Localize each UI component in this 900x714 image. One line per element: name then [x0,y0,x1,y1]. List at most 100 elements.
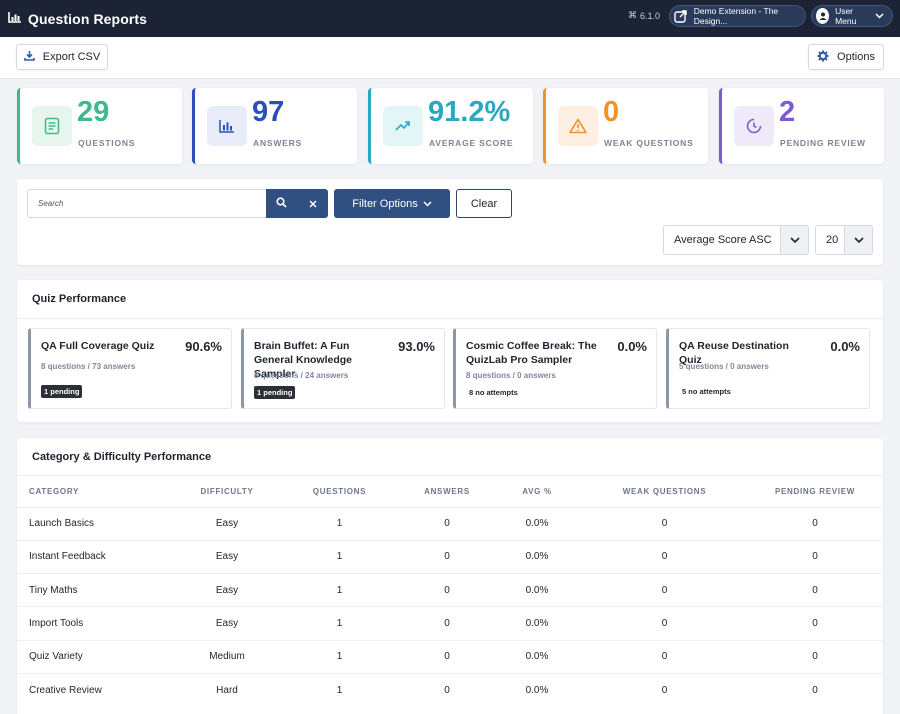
page-size-select[interactable]: 20 [815,225,873,255]
sort-select[interactable]: Average Score ASC [663,225,809,255]
table-cell: 0 [402,573,492,607]
status-badge: 1 pending [254,386,296,399]
table-cell: 0 [402,672,492,707]
status-badge: 1 pending [41,385,83,398]
warning-icon [558,106,598,146]
table-row: Tiny Maths Easy 1 0 0.0% 0 0 [17,573,883,607]
table-cell: 0 [402,639,492,674]
table-cell: Tiny Maths [17,573,177,607]
column-header[interactable]: WEAK QUESTIONS [622,486,707,496]
page-title: Question Reports [28,10,148,27]
divider [17,475,883,476]
stat-value: 29 [77,96,110,128]
category-performance-panel: Category & Difficulty Performance CATEGO… [17,438,883,714]
clear-button[interactable]: Clear [456,189,512,218]
quiz-card[interactable]: Cosmic Coffee Break: The QuizLab Pro Sam… [453,328,657,409]
stat-label: WEAK QUESTIONS [604,138,694,148]
table-cell: 0.0% [492,639,582,674]
chevron-down-icon [875,11,884,21]
export-csv-label: Export CSV [42,51,101,63]
stat-card-answers: 97 ANSWERS [192,88,357,164]
table-cell: 1 [277,672,402,707]
download-icon [23,50,35,64]
stat-value: 0 [603,96,620,128]
user-menu-button[interactable]: User Menu [811,5,893,27]
document-icon [32,106,72,146]
version-label: ⌘ 6.1.0 [628,10,660,21]
category-table: CATEGORY DIFFICULTY QUESTIONS ANSWERS AVG % W… [17,476,883,707]
column-header[interactable]: DIFFICULTY [200,486,254,496]
stat-label: PENDING REVIEW [780,138,866,148]
search-input[interactable] [27,189,267,218]
table-cell: 0 [582,672,747,707]
quiz-name: QA Reuse Destination Quiz [679,340,789,366]
quiz-meta: 8 questions / 73 answers [41,362,136,371]
table-cell: 1 [277,539,402,574]
table-cell: Easy [177,573,277,607]
page-size-value: 20 [826,234,839,246]
filter-options-label: Filter Options [352,197,418,210]
table-cell: 1 [277,639,402,674]
table-cell: Medium [177,639,277,674]
table-cell: 0 [402,539,492,574]
stat-card-average-score: 91.2% AVERAGE SCORE [368,88,533,164]
table-header-row: CATEGORY DIFFICULTY QUESTIONS ANSWERS AVG % W… [17,476,883,507]
quiz-card[interactable]: QA Full Coverage Quiz 90.6% 8 questions … [28,328,232,409]
demo-link-label: Demo Extension - The Design... [693,6,779,26]
chevron-down-icon [423,198,432,210]
quiz-meta: 8 questions / 24 answers [254,371,349,380]
column-header[interactable]: AVG % [522,486,552,496]
quiz-score: 0.0% [830,339,860,354]
quiz-score: 90.6% [185,339,222,354]
table-cell: 0.0% [492,539,582,574]
column-header[interactable]: ANSWERS [424,486,470,496]
table-cell: 0.0% [492,506,582,541]
column-header[interactable]: QUESTIONS [312,486,367,496]
quiz-card[interactable]: QA Reuse Destination Quiz 0.0% 5 questio… [666,328,870,409]
column-header[interactable]: PENDING REVIEW [774,486,856,496]
quiz-performance-title: Quiz Performance [32,293,127,305]
search-panel: Filter Options Clear Average Score ASC 2… [17,179,883,265]
external-link-icon [674,8,688,24]
table-cell: 0 [582,573,747,607]
export-csv-button[interactable]: Export CSV [16,44,108,70]
table-cell: Easy [177,539,277,574]
table-cell: 1 [277,506,402,541]
table-cell: Hard [177,672,277,707]
search-icon [276,196,287,211]
stat-label: AVERAGE SCORE [429,138,514,148]
table-cell: Easy [177,606,277,641]
quiz-performance-panel: Quiz Performance QA Full Coverage Quiz 9… [17,280,883,422]
toolbar: Export CSV Options [0,37,900,79]
filter-options-button[interactable]: Filter Options [334,189,450,218]
version-text: 6.1.0 [640,10,661,21]
demo-extension-link[interactable]: Demo Extension - The Design... [669,5,806,27]
divider [17,318,883,319]
stat-card-questions: 29 QUESTIONS [17,88,182,164]
table-cell: 0 [582,639,747,674]
chevron-down-icon [780,226,808,254]
stat-card-weak-questions: 0 WEAK QUESTIONS [543,88,708,164]
table-cell: 0 [582,506,747,541]
table-cell: 0 [747,639,883,674]
quiz-card[interactable]: Brain Buffet: A Fun General Knowledge Sa… [241,328,445,409]
options-button[interactable]: Options [808,44,884,70]
table-row: Instant Feedback Easy 1 0 0.0% 0 0 [17,539,883,574]
column-header[interactable]: CATEGORY [29,486,80,496]
chevron-down-icon [844,226,872,254]
quiz-score: 93.0% [398,339,435,354]
app-title-group: Question Reports [8,11,147,27]
category-performance-title: Category & Difficulty Performance [32,451,212,463]
table-cell: 0.0% [492,606,582,641]
clock-icon [734,106,774,146]
clear-search-button[interactable] [297,189,328,218]
table-cell: 0 [747,606,883,641]
user-menu-label: User Menu [835,6,857,26]
table-cell: Import Tools [17,606,177,641]
user-avatar-icon [816,8,830,24]
quiz-name: Brain Buffet: A Fun General Knowledge Sa… [254,340,353,380]
top-bar: Question Reports ⌘ 6.1.0 Demo Extension … [0,0,900,37]
search-button[interactable] [266,189,297,218]
table-cell: 0 [582,606,747,641]
quiz-meta: 8 questions / 0 answers [466,371,556,380]
